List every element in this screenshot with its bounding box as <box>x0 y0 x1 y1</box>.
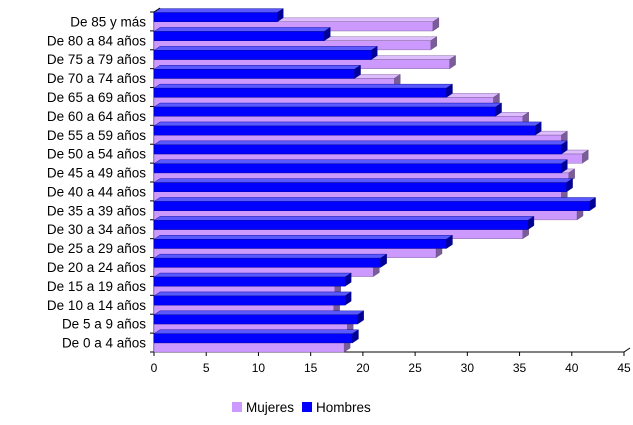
bars-layer <box>154 9 596 353</box>
x-tick-label: 0 <box>151 361 158 375</box>
x-tick-label: 15 <box>304 361 318 375</box>
bar-hombres <box>154 235 452 248</box>
category-label: De 30 a 34 años <box>47 222 146 237</box>
x-tick-label: 30 <box>461 361 475 375</box>
legend-label-hombres: Hombres <box>316 400 371 415</box>
category-label: De 20 a 24 años <box>47 260 146 275</box>
bar-hombres <box>154 273 351 286</box>
category-label: De 75 a 79 años <box>47 52 146 67</box>
category-label: De 0 a 4 años <box>62 336 146 351</box>
category-label: De 25 a 29 años <box>47 241 146 256</box>
x-tick-label: 5 <box>203 361 210 375</box>
bar-hombres <box>154 160 567 173</box>
category-label: De 40 a 44 años <box>47 184 146 199</box>
bar-hombres <box>154 330 358 343</box>
category-label: De 45 a 49 años <box>47 166 146 181</box>
bar-hombres <box>154 46 377 59</box>
bar-hombres <box>154 311 364 324</box>
bar-hombres <box>154 122 541 135</box>
bar-hombres <box>154 197 596 210</box>
x-tick-label: 35 <box>513 361 527 375</box>
category-label: De 55 a 59 años <box>47 128 146 143</box>
legend-swatch-hombres <box>302 402 312 412</box>
bar-hombres <box>154 179 573 192</box>
category-label: De 5 a 9 años <box>62 317 146 332</box>
category-label: De 80 a 84 años <box>47 33 146 48</box>
x-tick-label: 25 <box>408 361 422 375</box>
category-label: De 50 a 54 años <box>47 147 146 162</box>
legend: Mujeres Hombres <box>232 400 371 415</box>
category-label: De 35 a 39 años <box>47 203 146 218</box>
bar-hombres <box>154 216 534 229</box>
bar-hombres <box>154 103 502 116</box>
category-label: De 85 y más <box>70 14 146 29</box>
category-label: De 70 a 74 años <box>47 71 146 86</box>
bar-hombres <box>154 65 361 78</box>
category-label: De 15 a 19 años <box>47 279 146 294</box>
bar-hombres <box>154 254 387 267</box>
bar-hombres <box>154 84 452 97</box>
category-label: De 65 a 69 años <box>47 90 146 105</box>
bar-hombres <box>154 27 330 40</box>
bar-hombres <box>154 9 283 22</box>
legend-label-mujeres: Mujeres <box>246 400 294 415</box>
legend-swatch-mujeres <box>232 402 242 412</box>
x-tick-label: 45 <box>617 361 631 375</box>
x-tick-label: 10 <box>252 361 266 375</box>
x-tick-label: 20 <box>356 361 370 375</box>
bar-hombres <box>154 292 351 305</box>
category-label: De 60 a 64 años <box>47 109 146 124</box>
x-tick-label: 40 <box>565 361 579 375</box>
category-label: De 10 a 14 años <box>47 298 146 313</box>
bar-hombres <box>154 141 567 154</box>
